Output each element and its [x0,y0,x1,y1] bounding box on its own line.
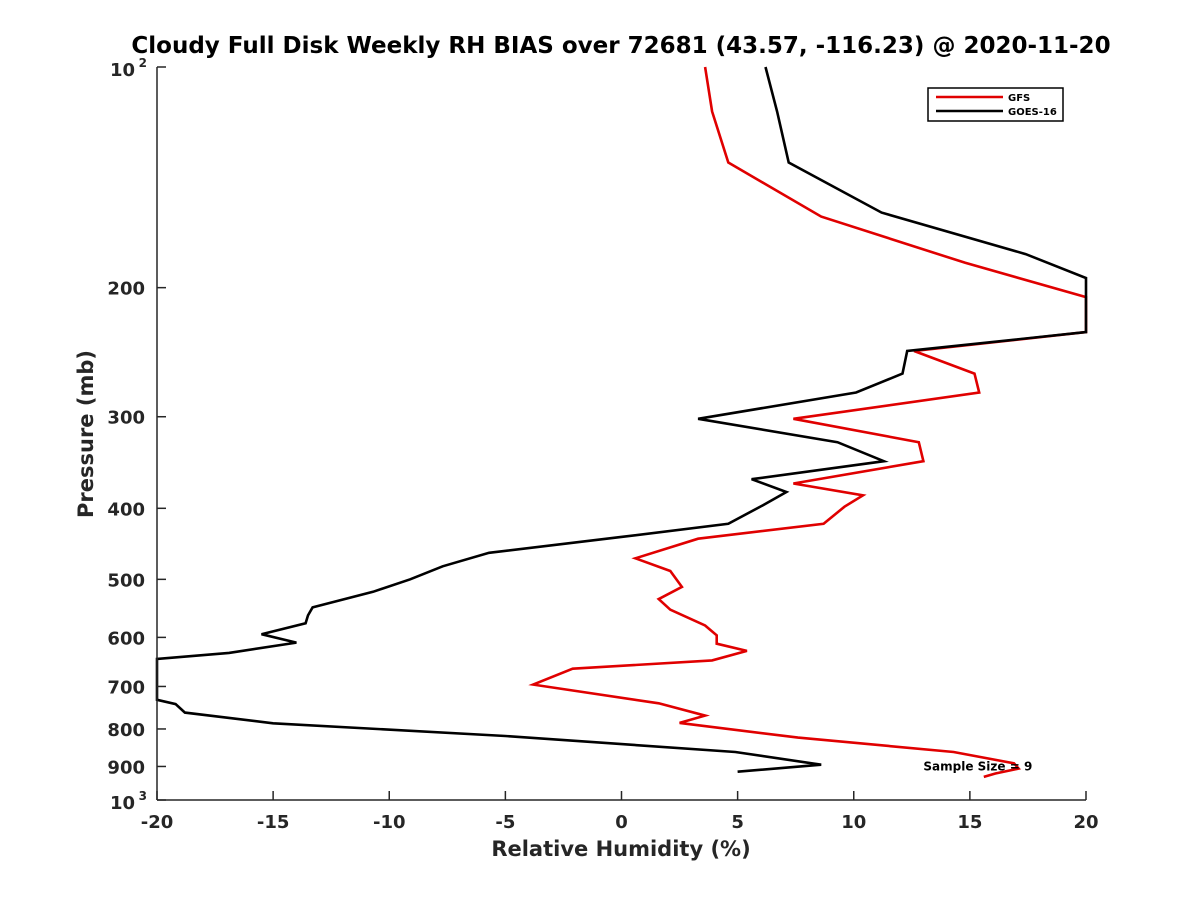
x-tick-label: 0 [615,812,628,833]
x-tick-label: -5 [495,812,515,833]
y-tick-label: 900 [107,757,145,778]
y-tick-label: 300 [107,408,145,429]
y-tick-label: 700 [107,677,145,698]
y-tick-exponent: 2 [139,56,147,70]
x-tick-label: 15 [957,812,982,833]
y-tick-label: 200 [107,279,145,300]
plot-area [157,67,1086,800]
y-tick-exponent: 3 [139,789,147,803]
x-tick-label: -15 [257,812,290,833]
y-tick-label: 800 [107,720,145,741]
axis-layer: -20 -15 -10 -5 0 5 10 15 20 10 2 200 300 400 500 600 700… [107,56,1098,833]
x-tick-label: 20 [1073,812,1098,833]
series-layer [155,66,1088,779]
y-axis-label: Pressure (mb) [74,350,98,518]
x-tick-label: 5 [731,812,744,833]
x-tick-label: -10 [373,812,406,833]
y-tick-label: 400 [107,499,145,520]
y-tick-label: 10 [110,60,135,81]
legend-label-goes-16: GOES-16 [1008,107,1057,118]
x-tick-label: 10 [841,812,866,833]
y-tick-label: 10 [110,793,135,814]
legend-label-gfs: GFS [1008,93,1030,104]
x-axis-label: Relative Humidity (%) [491,837,750,861]
y-tick-label: 500 [107,570,145,591]
x-tick-label: -20 [141,812,174,833]
series-line-goes-16 [155,66,1088,773]
y-tick-label: 600 [107,628,145,649]
sample-size-annotation: Sample Size = 9 [923,760,1032,774]
chart-title: Cloudy Full Disk Weekly RH BIAS over 726… [131,33,1110,59]
legend-box [927,87,1064,122]
legend: GFS GOES-16 [927,87,1064,122]
